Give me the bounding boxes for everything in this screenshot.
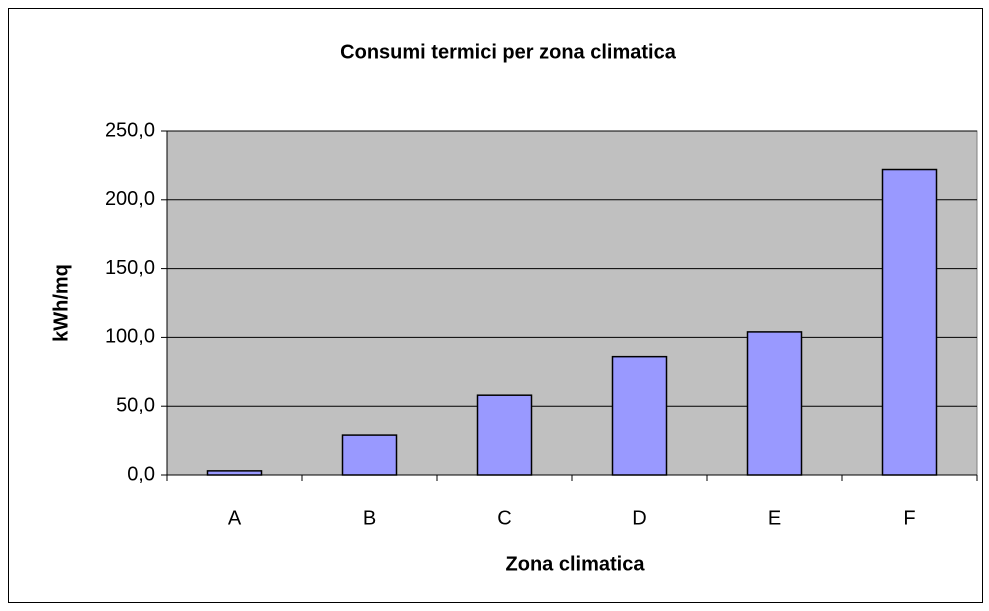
- bar: [341, 434, 398, 476]
- y-tick-label: 0,0: [127, 463, 155, 485]
- x-tick-label: F: [903, 507, 915, 529]
- x-axis-label: Zona climatica: [506, 553, 646, 575]
- bar: [476, 394, 533, 476]
- y-tick-label: 150,0: [105, 257, 155, 279]
- x-tick-label: B: [363, 507, 376, 529]
- y-tick-label: 250,0: [105, 119, 155, 141]
- y-tick-label: 200,0: [105, 188, 155, 210]
- y-axis-label: kWh/mq: [50, 264, 72, 342]
- plot-area: [166, 130, 978, 476]
- x-tick-label: A: [228, 507, 242, 529]
- chart-title: Consumi termici per zona climatica: [340, 41, 677, 63]
- x-tick-label: D: [632, 507, 646, 529]
- x-tick-label: C: [497, 507, 511, 529]
- y-tick-label: 50,0: [116, 394, 155, 416]
- bar: [881, 168, 938, 476]
- x-tick-label: E: [768, 507, 781, 529]
- bar: [746, 331, 803, 476]
- y-tick-label: 100,0: [105, 326, 155, 348]
- bar: [611, 355, 668, 476]
- bar: [206, 470, 263, 476]
